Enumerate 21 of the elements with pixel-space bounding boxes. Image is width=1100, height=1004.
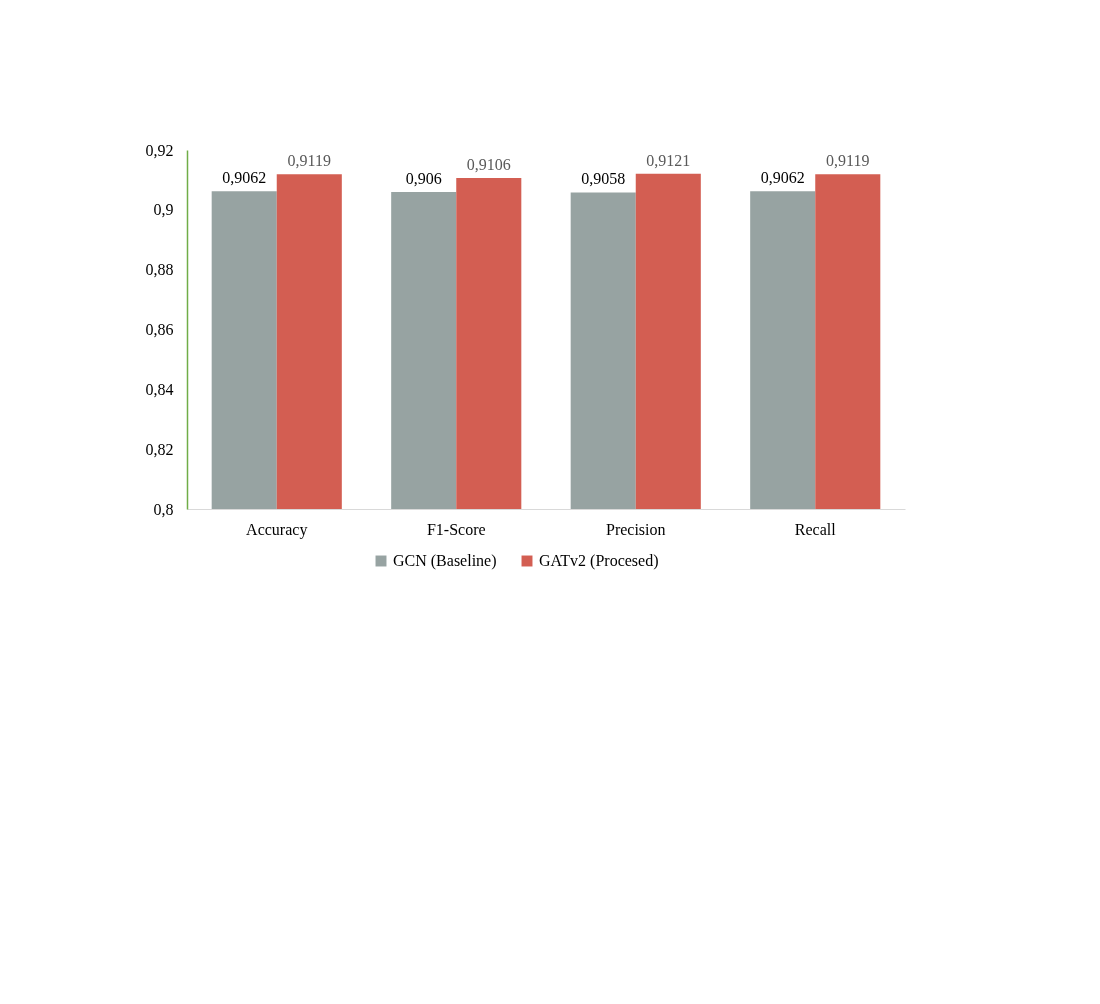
x-tick-label: Accuracy	[246, 520, 308, 539]
x-tick-label: Precision	[605, 520, 666, 538]
data-label: 0,9121	[646, 151, 691, 169]
y-tick-label: 0,92	[145, 141, 174, 159]
data-label: 0,9062	[222, 169, 267, 187]
data-label: 0,9058	[581, 170, 626, 188]
y-tick-label: 0,88	[145, 261, 174, 279]
y-tick-label: 0,8	[153, 500, 174, 518]
x-tick-label: Recall	[794, 520, 837, 538]
y-tick-label: 0,82	[145, 440, 174, 458]
y-tick-label: 0,86	[145, 321, 174, 338]
data-label: 0,9119	[287, 152, 331, 170]
y-tick-label: 0,84	[145, 380, 174, 398]
data-label: 0,9119	[826, 152, 870, 170]
x-tick-label: F1-Score	[426, 520, 486, 538]
data-label: 0,9062	[760, 169, 805, 187]
y-tick-label: 0,9	[153, 201, 174, 219]
legend-label: GATv2 (Procesed)	[539, 552, 659, 570]
legend-label: GCN (Baseline)	[393, 552, 497, 570]
data-label: 0,906	[405, 169, 442, 187]
data-label: 0,9106	[466, 156, 511, 174]
